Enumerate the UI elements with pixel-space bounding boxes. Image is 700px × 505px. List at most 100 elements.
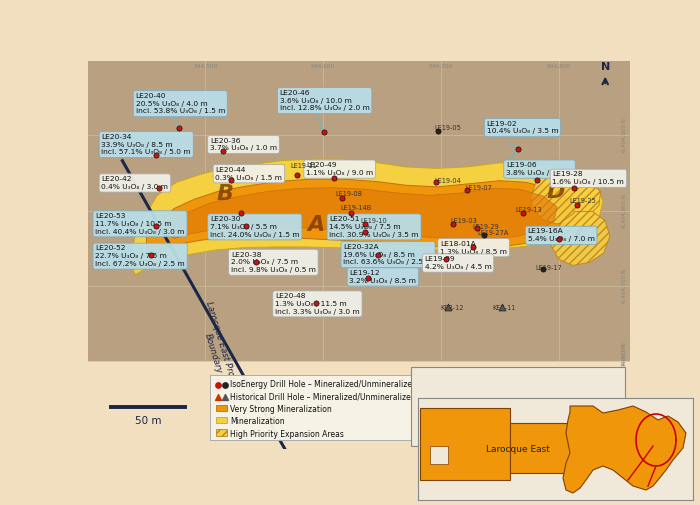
Text: 544,600: 544,600 — [311, 64, 335, 69]
Text: LE19-10: LE19-10 — [360, 218, 387, 224]
Bar — [216, 429, 227, 436]
Bar — [88, 61, 630, 361]
Polygon shape — [531, 168, 601, 224]
Text: LE19-16A
5.4% U₃O₈ / 7.0 m: LE19-16A 5.4% U₃O₈ / 7.0 m — [528, 228, 595, 242]
Bar — [88, 61, 630, 361]
Text: LE19-05: LE19-05 — [435, 125, 461, 131]
Text: LE19-03: LE19-03 — [450, 218, 477, 224]
Point — [146, 250, 157, 259]
Text: Very Strong Mineralization: Very Strong Mineralization — [230, 405, 332, 414]
Point — [219, 381, 230, 389]
Point — [219, 393, 230, 401]
Point — [538, 265, 549, 273]
Text: 6,404,900 N: 6,404,900 N — [622, 118, 627, 152]
Text: 6,404,600 N: 6,404,600 N — [622, 342, 627, 376]
Point — [318, 128, 330, 136]
Point — [150, 222, 161, 230]
Text: LE20-46
3.6% U₃O₈ / 10.0 m
incl. 12.8% U₃O₈ / 2.0 m: LE20-46 3.6% U₃O₈ / 10.0 m incl. 12.8% U… — [280, 90, 370, 112]
Point — [291, 171, 302, 179]
Polygon shape — [146, 179, 574, 257]
Text: 544,800: 544,800 — [547, 64, 571, 69]
Text: LE19-07: LE19-07 — [466, 185, 493, 191]
Text: High Priority Expansion Areas: High Priority Expansion Areas — [230, 430, 344, 438]
Text: LE20-48
1.3% U₃O₈ / 11.5 m
incl. 3.3% U₃O₈ / 3.0 m: LE20-48 1.3% U₃O₈ / 11.5 m incl. 3.3% U₃… — [275, 293, 360, 315]
Polygon shape — [563, 406, 686, 493]
Text: IsoEnergy Drill Hole – Mineralized/Unmineralized: IsoEnergy Drill Hole – Mineralized/Unmin… — [230, 380, 417, 389]
Polygon shape — [130, 159, 603, 275]
Point — [372, 250, 384, 259]
Text: Larocque East: Larocque East — [486, 445, 550, 455]
Text: LE19-25: LE19-25 — [570, 197, 596, 204]
Text: 544,700: 544,700 — [428, 64, 453, 69]
Point — [430, 178, 442, 186]
Point — [359, 228, 370, 236]
Point — [345, 209, 356, 217]
Text: Larocque East Property
Boundary: Larocque East Property Boundary — [194, 300, 241, 402]
Text: LE18-01A
1.3% U₃O₈ / 8.5 m: LE18-01A 1.3% U₃O₈ / 8.5 m — [440, 241, 507, 255]
Bar — [210, 375, 413, 440]
Point — [568, 184, 580, 192]
Bar — [430, 446, 448, 464]
Text: B: B — [217, 184, 234, 204]
Text: LE20-32A
19.6% U₃O₈ / 8.5 m
incl. 63.6% U₃O₈ / 2.5 m: LE20-32A 19.6% U₃O₈ / 8.5 m incl. 63.6% … — [343, 244, 433, 265]
Point — [517, 209, 528, 217]
Point — [336, 193, 347, 201]
Text: LE19-13: LE19-13 — [515, 207, 542, 213]
Point — [531, 176, 542, 184]
Point — [496, 303, 507, 311]
Text: LE20-36
3.7% U₃O₈ / 1.0 m: LE20-36 3.7% U₃O₈ / 1.0 m — [210, 137, 277, 152]
Text: LE19-29: LE19-29 — [472, 224, 498, 230]
Text: KER-12: KER-12 — [440, 306, 463, 312]
Point — [468, 243, 479, 251]
Point — [479, 231, 490, 239]
Point — [218, 147, 229, 156]
Text: LE19-28
1.6% U₃O₈ / 10.5 m: LE19-28 1.6% U₃O₈ / 10.5 m — [552, 172, 624, 185]
Text: LE19-04: LE19-04 — [434, 178, 461, 184]
Text: LE19-09
4.2% U₃O₈ / 4.5 m: LE19-09 4.2% U₃O₈ / 4.5 m — [425, 256, 491, 270]
Point — [241, 222, 252, 230]
Text: KER-11: KER-11 — [492, 306, 515, 312]
Point — [432, 127, 443, 135]
Text: D: D — [547, 181, 565, 201]
Text: A: A — [307, 215, 325, 235]
Point — [251, 258, 262, 266]
Point — [153, 184, 164, 192]
Text: LE20-53
11.7% U₃O₈ / 10.5 m
incl. 40.4% U₃O₈ / 3.0 m: LE20-53 11.7% U₃O₈ / 10.5 m incl. 40.4% … — [95, 213, 185, 234]
Bar — [420, 408, 510, 480]
Point — [462, 186, 473, 194]
Text: LE20-51
14.5% U₃O₈ / 7.5 m
incl. 30.9% U₃O₈ / 3.5 m: LE20-51 14.5% U₃O₈ / 7.5 m incl. 30.9% U… — [329, 216, 419, 238]
Text: LE20-52
22.7% U₃O₈ / 7.5 m
incl. 67.2% U₃O₈ / 2.5 m: LE20-52 22.7% U₃O₈ / 7.5 m incl. 67.2% U… — [95, 245, 185, 267]
Text: 50 m: 50 m — [134, 416, 161, 426]
Point — [213, 381, 224, 389]
Text: LE20-49
1.1% U₃O₈ / 9.0 m: LE20-49 1.1% U₃O₈ / 9.0 m — [306, 162, 373, 176]
Text: 6,404,600 N: 6,404,600 N — [622, 344, 627, 378]
Point — [440, 255, 452, 263]
Text: N: N — [601, 62, 610, 72]
Text: LE19-27A: LE19-27A — [477, 230, 509, 236]
Point — [553, 235, 564, 243]
Text: LE20-40
20.5% U₃O₈ / 4.0 m
incl. 53.8% U₃O₈ / 1.5 m: LE20-40 20.5% U₃O₈ / 4.0 m incl. 53.8% U… — [136, 93, 225, 115]
Point — [213, 393, 224, 401]
Text: LE19-12
3.2% U₃O₈ / 8.5 m: LE19-12 3.2% U₃O₈ / 8.5 m — [349, 270, 416, 284]
Text: 544,500: 544,500 — [193, 64, 218, 69]
Text: LE19-17: LE19-17 — [536, 265, 562, 271]
Text: 6,404,800 N: 6,404,800 N — [622, 194, 627, 228]
Bar — [510, 423, 570, 473]
Text: LE20-38
2.0% U₃O₈ / 7.5 m
incl. 9.8% U₃O₈ / 0.5 m: LE20-38 2.0% U₃O₈ / 7.5 m incl. 9.8% U₃O… — [231, 251, 316, 273]
Point — [363, 274, 374, 282]
Polygon shape — [165, 188, 557, 239]
Text: 6,404,700 N: 6,404,700 N — [622, 269, 627, 303]
Text: LE19-02
10.4% U₃O₈ / 3.5 m: LE19-02 10.4% U₃O₈ / 3.5 m — [486, 121, 559, 134]
Point — [328, 174, 339, 182]
Point — [225, 176, 237, 184]
Bar — [216, 417, 227, 423]
Text: LE20-42
0.4% U₃O₈ / 3.0 m: LE20-42 0.4% U₃O₈ / 3.0 m — [102, 176, 169, 190]
Text: LE19-11: LE19-11 — [290, 163, 317, 169]
Text: Historical Drill Hole – Mineralized/Unmineralized: Historical Drill Hole – Mineralized/Unmi… — [230, 392, 416, 401]
Point — [150, 150, 161, 159]
Text: Mineralization: Mineralization — [230, 417, 285, 426]
Text: LE20-44
0.3% U₃O₈ / 1.5 m: LE20-44 0.3% U₃O₈ / 1.5 m — [216, 167, 282, 181]
Point — [359, 220, 370, 228]
Text: LE19-06
3.8% U₃O₈ / 4.0 m: LE19-06 3.8% U₃O₈ / 4.0 m — [506, 162, 573, 176]
Point — [174, 124, 185, 132]
